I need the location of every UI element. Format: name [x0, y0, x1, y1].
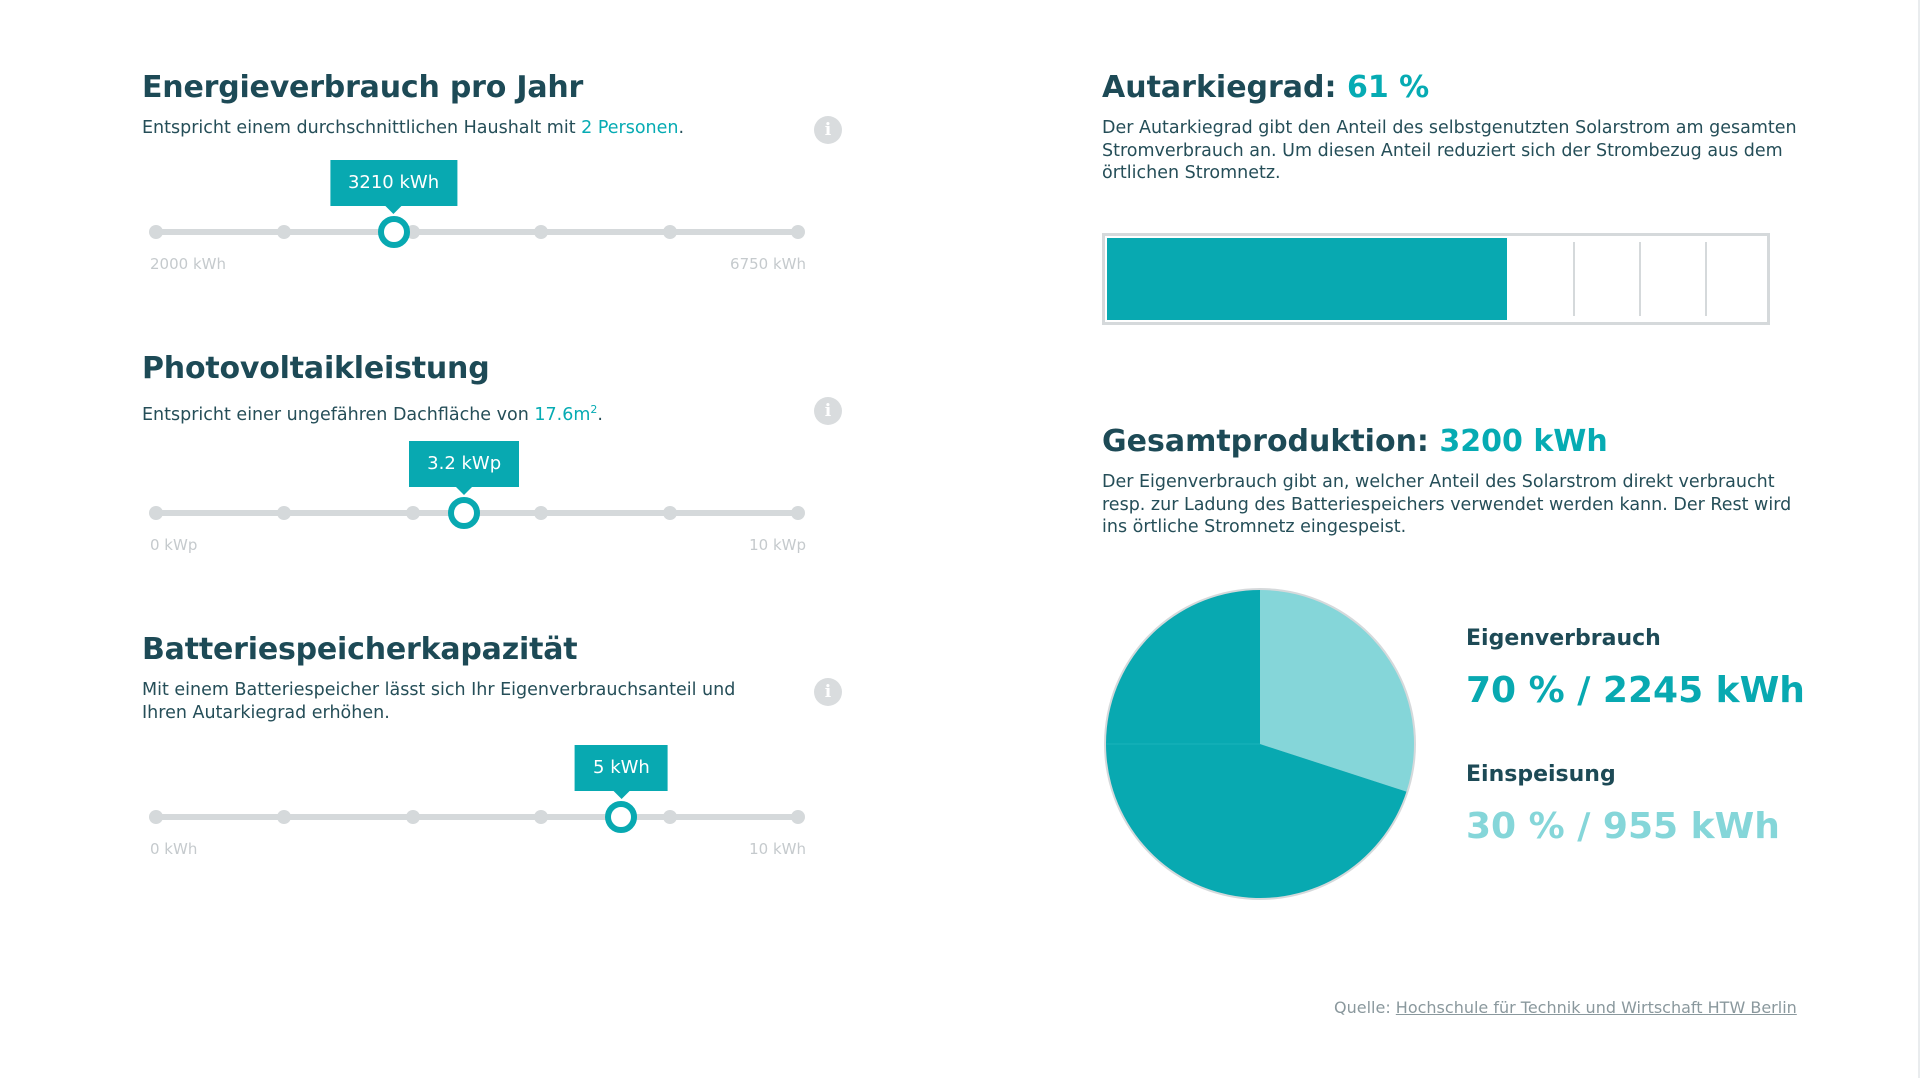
track-step-dot[interactable]	[277, 506, 292, 520]
slider-min-label: 0 kWh	[150, 840, 198, 858]
legend-einspeisung-value: 30 % / 955 kWh	[1466, 806, 1780, 847]
track-step-dot[interactable]	[534, 506, 549, 520]
desc-punct: .	[678, 118, 685, 138]
desc-text: Entspricht einer ungefähren Dachfläche v…	[142, 404, 535, 425]
autarkie-title: Autarkiegrad: 61 %	[1102, 70, 1429, 105]
roof-area: 17.6m2	[534, 403, 598, 425]
battery-capacity-section: Batteriespeicherkapazität Mit einem Batt…	[142, 632, 842, 872]
track-step-dot[interactable]	[662, 225, 677, 239]
roof-area-value: 17.6m	[534, 404, 591, 425]
autarkie-desc: Der Autarkiegrad gibt den Anteil des sel…	[1102, 118, 1797, 183]
info-icon[interactable]: i	[814, 678, 842, 706]
energy-value-tooltip: 3210 kWh	[329, 160, 458, 214]
track-step-dot[interactable]	[662, 810, 677, 824]
slider-track[interactable]	[149, 497, 805, 529]
bar-tick	[1573, 242, 1575, 316]
slider-min-label: 0 kWp	[150, 536, 198, 554]
desc-text: Entspricht einem durchschnittlichen Haus…	[142, 118, 582, 138]
pv-value-tooltip: 3.2 kWp	[409, 441, 520, 495]
track-step-dot[interactable]	[405, 506, 420, 520]
info-icon[interactable]: i	[814, 116, 842, 144]
track-step-dot[interactable]	[791, 810, 805, 824]
roof-area-unit-sup: 2	[590, 403, 598, 416]
autarkie-bar	[1102, 233, 1770, 325]
track-step-dot[interactable]	[534, 810, 549, 824]
legend-einspeisung-label: Einspeisung	[1466, 762, 1616, 787]
track-step-dot[interactable]	[791, 506, 805, 520]
source-credit: Quelle: Hochschule für Technik und Wirts…	[1334, 998, 1797, 1017]
slider-handle[interactable]	[605, 801, 638, 833]
slider-min-label: 2000 kWh	[150, 255, 226, 273]
energy-consumption-section: Energieverbrauch pro Jahr Entspricht ein…	[142, 70, 842, 290]
track-step-dot[interactable]	[791, 225, 805, 239]
pv-power-title: Photovoltaikleistung	[142, 351, 490, 386]
desc-punct: .	[597, 404, 603, 425]
track-step-dot[interactable]	[662, 506, 677, 520]
battery-slider[interactable]: 5 kWh	[142, 745, 842, 835]
production-title: Gesamtproduktion: 3200 kWh	[1102, 424, 1608, 459]
energy-consumption-desc: Entspricht einem durchschnittlichen Haus…	[142, 117, 782, 140]
track-step-dot[interactable]	[277, 810, 292, 824]
slider-track[interactable]	[149, 801, 805, 833]
pv-power-desc: Entspricht einer ungefähren Dachfläche v…	[142, 398, 782, 427]
production-value: 3200 kWh	[1439, 424, 1608, 459]
pv-slider[interactable]: 3.2 kWp	[142, 441, 842, 531]
slider-handle[interactable]	[377, 216, 410, 248]
slider-handle[interactable]	[448, 497, 481, 529]
bar-tick	[1705, 242, 1707, 316]
slider-max-label: 10 kWh	[749, 840, 806, 858]
battery-capacity-title: Batteriespeicherkapazität	[142, 632, 578, 667]
production-pie-chart	[1102, 586, 1418, 902]
window-edge	[1918, 0, 1920, 1078]
battery-capacity-desc: Mit einem Batteriespeicher lässt sich Ih…	[142, 679, 782, 725]
desc-text: Mit einem Batteriespeicher lässt sich Ih…	[142, 680, 736, 723]
bar-tick	[1639, 242, 1641, 316]
track-step-dot[interactable]	[149, 225, 163, 239]
track-step-dot[interactable]	[277, 225, 292, 239]
energy-slider[interactable]: 3210 kWh	[142, 160, 842, 250]
battery-value-tooltip: 5 kWh	[575, 745, 668, 799]
pie-slice-einspeisung	[1260, 590, 1414, 792]
autarkie-value: 61 %	[1346, 70, 1430, 105]
autarkie-bar-fill	[1107, 238, 1508, 320]
slider-max-label: 10 kWp	[749, 536, 806, 554]
energy-consumption-title: Energieverbrauch pro Jahr	[142, 70, 584, 105]
slider-track[interactable]	[149, 216, 805, 248]
pie-svg	[1104, 588, 1416, 900]
source-prefix: Quelle:	[1334, 998, 1396, 1017]
legend-eigenverbrauch-value: 70 % / 2245 kWh	[1466, 670, 1805, 711]
track-step-dot[interactable]	[405, 810, 420, 824]
slider-max-label: 6750 kWh	[730, 255, 806, 273]
track-step-dot[interactable]	[534, 225, 549, 239]
production-label: Gesamtproduktion:	[1102, 424, 1440, 459]
info-icon[interactable]: i	[814, 397, 842, 425]
track-step-dot[interactable]	[149, 810, 163, 824]
pv-power-section: Photovoltaikleistung Entspricht einer un…	[142, 351, 842, 571]
source-link[interactable]: Hochschule für Technik und Wirtschaft HT…	[1395, 998, 1797, 1017]
track-step-dot[interactable]	[149, 506, 163, 520]
autarkie-label: Autarkiegrad:	[1102, 70, 1347, 105]
household-persons: 2 Personen	[581, 118, 679, 138]
legend-eigenverbrauch-label: Eigenverbrauch	[1466, 626, 1661, 651]
production-desc: Der Eigenverbrauch gibt an, welcher Ante…	[1102, 472, 1792, 537]
